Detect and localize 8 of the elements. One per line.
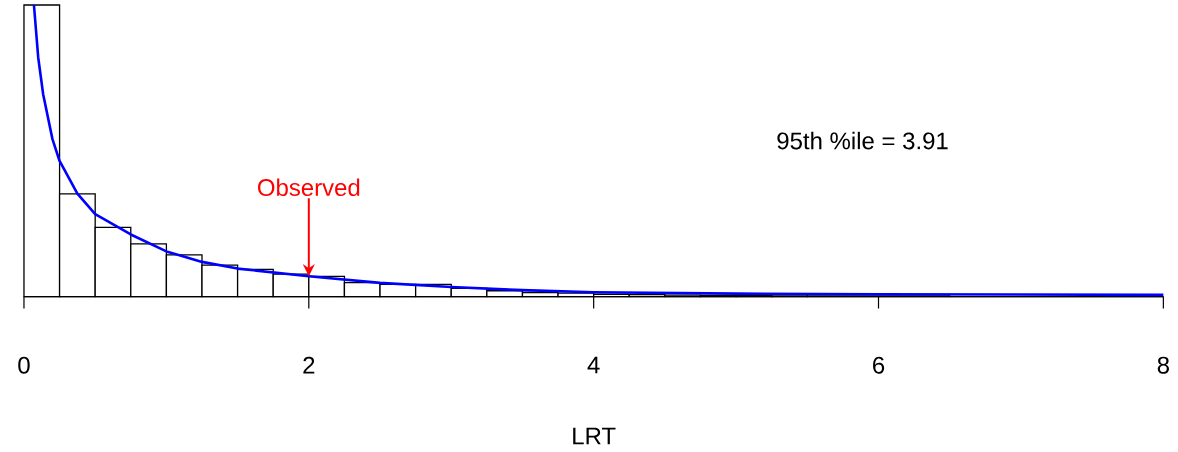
x-tick-label: 0 bbox=[18, 356, 30, 374]
x-tick-label: 2 bbox=[303, 356, 315, 374]
x-tick-label: 8 bbox=[1157, 356, 1169, 374]
x-tick-label: 6 bbox=[873, 356, 885, 374]
x-axis-title: LRT bbox=[573, 427, 616, 445]
annotation: 95th %ile = 3.91 bbox=[777, 131, 948, 150]
annotation: Observed bbox=[258, 178, 360, 196]
x-tick-label: 4 bbox=[587, 356, 600, 374]
